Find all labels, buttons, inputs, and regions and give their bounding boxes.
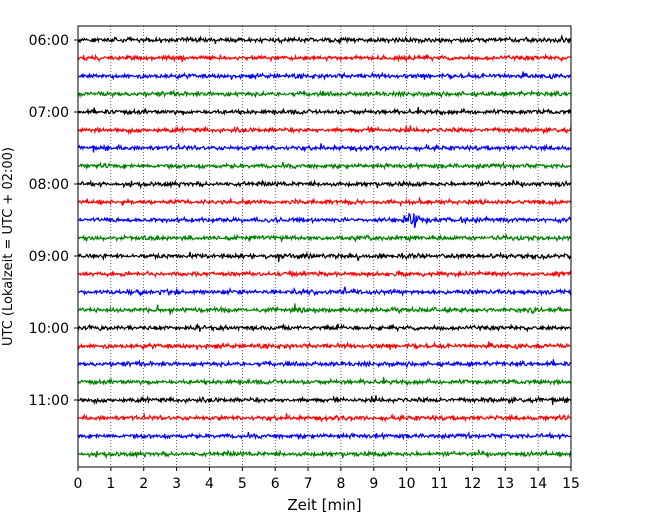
x-tick-label: 14 bbox=[529, 476, 547, 492]
x-tick-label: 11 bbox=[431, 476, 449, 492]
y-axis: 06:00 07:00 08:00 09:00 10:00 11:00 bbox=[29, 33, 78, 409]
x-tick-label: 1 bbox=[106, 476, 115, 492]
y-axis-label: UTC (Lokalzeit = UTC + 02:00) bbox=[1, 147, 16, 346]
x-tick-label: 7 bbox=[304, 476, 313, 492]
x-axis-label: Zeit [min] bbox=[287, 496, 361, 514]
y-tick-label: 11:00 bbox=[29, 393, 69, 409]
x-tick-label: 15 bbox=[562, 476, 580, 492]
trace-0615 bbox=[77, 53, 572, 64]
trace-1045 bbox=[77, 377, 572, 387]
trace-0830 bbox=[77, 213, 572, 228]
trace-0815 bbox=[77, 196, 572, 208]
trace-0700 bbox=[77, 107, 572, 117]
trace-0945 bbox=[77, 303, 572, 315]
plot-frame bbox=[77, 25, 572, 468]
trace-1130 bbox=[77, 430, 572, 441]
x-tick-label: 2 bbox=[139, 476, 148, 492]
y-tick-label: 10:00 bbox=[29, 321, 69, 337]
x-tick-label: 0 bbox=[74, 476, 83, 492]
x-tick-label: 8 bbox=[336, 476, 345, 492]
seismic-traces bbox=[77, 33, 572, 460]
trace-0630 bbox=[77, 70, 572, 81]
x-axis: 0 1 2 3 4 5 6 7 8 9 10 11 12 13 14 15 bbox=[74, 467, 580, 492]
trace-1115 bbox=[78, 412, 572, 423]
x-tick-label: 12 bbox=[463, 476, 481, 492]
trace-1100 bbox=[77, 394, 572, 406]
x-tick-label: 10 bbox=[398, 476, 416, 492]
y-tick-label: 06:00 bbox=[29, 33, 69, 49]
trace-0730 bbox=[77, 142, 572, 153]
trace-0800 bbox=[77, 179, 572, 190]
trace-0745 bbox=[78, 160, 572, 172]
x-tick-label: 6 bbox=[271, 476, 280, 492]
trace-0645 bbox=[77, 89, 571, 99]
trace-1000 bbox=[77, 322, 572, 333]
x-tick-label: 13 bbox=[496, 476, 514, 492]
trace-0915 bbox=[77, 269, 572, 279]
y-tick-label: 07:00 bbox=[29, 105, 69, 121]
trace-1145 bbox=[77, 449, 572, 460]
x-tick-label: 4 bbox=[205, 476, 214, 492]
trace-0930 bbox=[77, 286, 572, 298]
trace-1030 bbox=[77, 359, 572, 369]
x-tick-label: 5 bbox=[238, 476, 247, 492]
y-tick-label: 08:00 bbox=[29, 177, 69, 193]
trace-0900 bbox=[78, 251, 572, 263]
trace-1015 bbox=[77, 340, 572, 351]
trace-0600 bbox=[77, 33, 572, 45]
x-tick-label: 3 bbox=[172, 476, 181, 492]
trace-0845 bbox=[77, 233, 572, 243]
x-tick-label: 9 bbox=[369, 476, 378, 492]
y-tick-label: 09:00 bbox=[29, 249, 69, 265]
trace-0715 bbox=[77, 124, 572, 136]
